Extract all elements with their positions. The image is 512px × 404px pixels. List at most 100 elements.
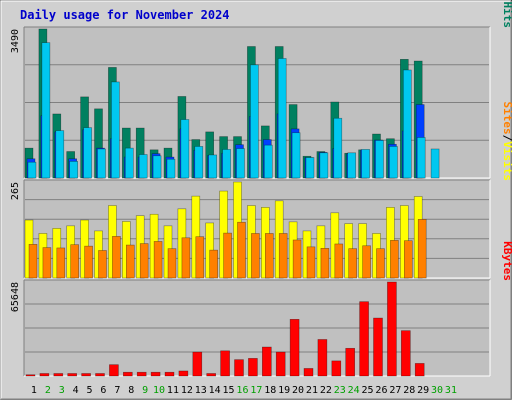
bar-pages-day-17 xyxy=(250,64,259,179)
bar-sites-day-4 xyxy=(70,244,79,279)
x-tick-label: 6 xyxy=(100,385,106,396)
x-tick-label: 17 xyxy=(250,385,262,396)
bar-sites-day-23 xyxy=(334,243,344,279)
x-tick-label: 7 xyxy=(114,385,120,396)
x-tick-label: 31 xyxy=(445,385,457,396)
bar-pages-day-11 xyxy=(166,158,176,179)
bar-kbytes-day-25 xyxy=(359,301,369,377)
bar-sites-day-5 xyxy=(84,245,93,279)
bar-pages-day-23 xyxy=(333,117,343,179)
bar-sites-day-24 xyxy=(348,248,358,279)
bar-pages-day-1 xyxy=(27,161,37,179)
bar-kbytes-day-13 xyxy=(192,351,203,377)
bar-sites-day-21 xyxy=(306,246,316,279)
bar-sites-day-17 xyxy=(251,233,260,279)
bar-kbytes-day-10 xyxy=(150,371,161,377)
bar-kbytes-day-7 xyxy=(109,364,119,377)
bar-sites-day-20 xyxy=(292,239,302,279)
x-tick-label: 13 xyxy=(195,385,207,396)
bar-kbytes-day-27 xyxy=(387,281,397,377)
legend-entry-hits: Hits xyxy=(501,2,512,29)
bar-kbytes-day-9 xyxy=(136,371,147,377)
bar-pages-day-24 xyxy=(347,152,357,179)
bar-kbytes-day-5 xyxy=(81,373,91,377)
bar-kbytes-day-23 xyxy=(331,360,342,377)
chart-title: Daily usage for November 2024 xyxy=(20,8,230,22)
bar-pages-day-3 xyxy=(55,130,65,179)
bar-sites-day-2 xyxy=(42,247,52,279)
bar-pages-day-8 xyxy=(125,147,134,179)
bar-sites-day-13 xyxy=(195,236,205,279)
bar-kbytes-day-18 xyxy=(261,346,272,377)
bar-pages-day-10 xyxy=(152,155,162,179)
y-max-label: 3490 xyxy=(10,29,21,53)
x-tick-label: 12 xyxy=(181,385,193,396)
x-tick-label: 20 xyxy=(292,385,304,396)
x-tick-label: 15 xyxy=(223,385,235,396)
legend-hits-files-pages: Pages/Files/Hits xyxy=(501,0,512,28)
bar-pages-day-5 xyxy=(83,127,92,179)
bar-sites-day-25 xyxy=(362,245,371,279)
x-tick-label: 22 xyxy=(320,385,332,396)
x-tick-label: 26 xyxy=(375,385,387,396)
bar-kbytes-day-21 xyxy=(303,368,314,377)
x-tick-label: 27 xyxy=(389,385,401,396)
bar-kbytes-day-6 xyxy=(95,373,105,377)
x-tick-label: 30 xyxy=(431,385,443,396)
bar-pages-day-27 xyxy=(389,146,398,179)
bar-sites-day-19 xyxy=(278,233,288,279)
bar-pages-day-16 xyxy=(236,148,245,179)
bar-kbytes-day-20 xyxy=(289,318,300,377)
series-sites xyxy=(28,219,427,279)
x-tick-label: 25 xyxy=(362,385,374,396)
bar-sites-day-3 xyxy=(56,247,66,279)
x-tick-label: 3 xyxy=(59,385,65,396)
bar-kbytes-day-3 xyxy=(53,373,64,377)
bar-pages-day-15 xyxy=(222,149,231,179)
bar-kbytes-day-2 xyxy=(39,373,50,377)
bar-sites-day-10 xyxy=(153,241,163,279)
y-max-label: 65648 xyxy=(10,282,21,312)
x-tick-label: 2 xyxy=(45,385,51,396)
bar-pages-day-13 xyxy=(194,146,204,179)
x-tick-label: 5 xyxy=(87,385,93,396)
bar-pages-day-29 xyxy=(416,137,426,179)
bar-pages-day-20 xyxy=(291,132,301,179)
bar-sites-day-12 xyxy=(181,237,191,279)
bar-kbytes-day-4 xyxy=(67,373,77,377)
bar-sites-day-14 xyxy=(209,249,218,279)
x-tick-label: 11 xyxy=(167,385,179,396)
x-tick-label: 28 xyxy=(403,385,415,396)
bar-pages-day-28 xyxy=(402,69,412,179)
bar-sites-day-7 xyxy=(112,236,121,279)
legend-separator: / xyxy=(501,0,512,2)
bar-pages-day-30 xyxy=(430,148,440,179)
bar-pages-day-14 xyxy=(208,154,217,179)
bar-pages-day-21 xyxy=(305,157,315,179)
bar-pages-day-22 xyxy=(319,152,329,179)
x-tick-label: 19 xyxy=(278,385,290,396)
x-tick-label: 23 xyxy=(334,385,346,396)
panel-hits-files-pages: 3490 Pages/Files/Hits xyxy=(10,0,512,179)
bar-kbytes-day-22 xyxy=(317,339,328,377)
bar-sites-day-8 xyxy=(126,244,135,279)
bar-pages-day-4 xyxy=(69,161,78,179)
bar-sites-day-26 xyxy=(376,248,385,279)
legend-entry-kbytes: KBytes xyxy=(501,241,512,281)
bar-pages-day-26 xyxy=(375,140,384,179)
bar-sites-day-15 xyxy=(223,232,232,279)
bar-sites-day-18 xyxy=(264,233,274,279)
bar-kbytes-day-24 xyxy=(345,347,356,377)
bar-sites-day-9 xyxy=(139,243,149,279)
bar-kbytes-day-1 xyxy=(25,374,36,377)
series-pages xyxy=(27,42,440,179)
x-tick-label: 9 xyxy=(142,385,148,396)
y-max-label: 265 xyxy=(10,182,21,200)
bar-sites-day-16 xyxy=(237,221,246,279)
panel-kbytes: 65648 KBytes xyxy=(10,241,512,377)
bar-kbytes-day-28 xyxy=(400,330,411,377)
bar-kbytes-day-17 xyxy=(248,358,258,377)
bar-sites-day-6 xyxy=(98,250,107,279)
